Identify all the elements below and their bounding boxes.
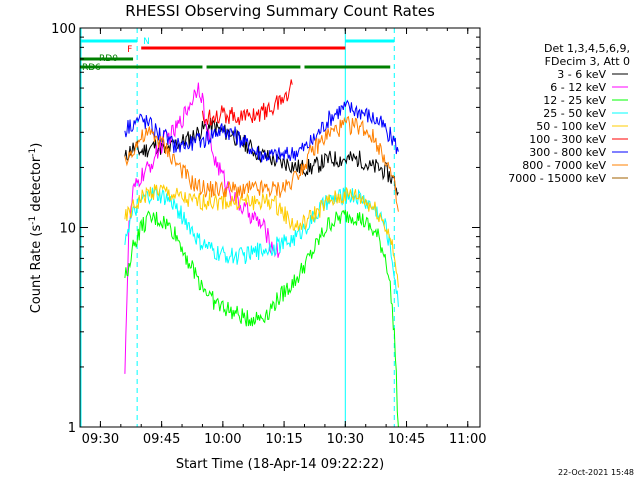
legend: Det 1,3,4,5,6,9,FDecim 3, Att 03 - 6 keV… (508, 42, 630, 185)
y-tick-label: 10 (59, 222, 76, 237)
x-tick-label: 10:15 (265, 432, 302, 447)
legend-label: 7000 - 15000 keV (508, 172, 606, 185)
legend-label: 12 - 25 keV (543, 94, 606, 107)
y-label-part: -1 (28, 148, 38, 157)
y-label-part: Count Rate (s (29, 225, 44, 314)
timestamp: 22-Oct-2021 15:48 (558, 468, 634, 477)
series-line-3-6-kev (124, 117, 399, 197)
series-line-100-300-kev (201, 79, 293, 126)
series-line-6-12-kev (124, 82, 281, 374)
legend-label: 6 - 12 keV (550, 81, 606, 94)
x-tick-label: 10:00 (204, 432, 241, 447)
y-axis-label: Count Rate (s-1 detector-1) (28, 143, 44, 314)
y-tick-label: 100 (51, 22, 76, 37)
chart-title: RHESSI Observing Summary Count Rates (125, 2, 435, 20)
legend-label: 3 - 6 keV (557, 68, 606, 81)
status-bar-label-rd6: RD6 (82, 63, 101, 73)
x-tick-label: 10:30 (327, 432, 364, 447)
legend-header: FDecim 3, Att 0 (545, 55, 630, 68)
legend-label: 50 - 100 keV (536, 120, 606, 133)
status-bar-label-n: N (143, 37, 150, 47)
y-label-part: ) (29, 143, 44, 148)
legend-label: 25 - 50 keV (543, 107, 606, 120)
legend-label: 300 - 800 keV (529, 146, 606, 159)
series-line-300-800-kev (124, 99, 399, 163)
y-label-part: -1 (28, 216, 38, 225)
y-tick-label: 1 (68, 421, 76, 436)
legend-label: 100 - 300 keV (529, 133, 606, 146)
legend-header: Det 1,3,4,5,6,9, (544, 42, 630, 55)
x-tick-label: 10:45 (388, 432, 425, 447)
legend-label: 800 - 7000 keV (522, 159, 606, 172)
status-bar-label-rd0: RD0 (99, 54, 118, 64)
x-tick-label: 09:45 (143, 432, 180, 447)
status-bar-label-f: F (127, 45, 132, 55)
series-line-800-7000-kev (124, 115, 399, 212)
x-tick-label: 11:00 (449, 432, 486, 447)
series-line-50-100-kev (124, 183, 399, 288)
series-line-12-25-kev (124, 209, 399, 427)
series-line-25-50-kev (124, 186, 399, 307)
x-axis-label: Start Time (18-Apr-14 09:22:22) (176, 457, 384, 472)
x-tick-label: 09:30 (82, 432, 119, 447)
y-label-part: detector (29, 156, 44, 216)
